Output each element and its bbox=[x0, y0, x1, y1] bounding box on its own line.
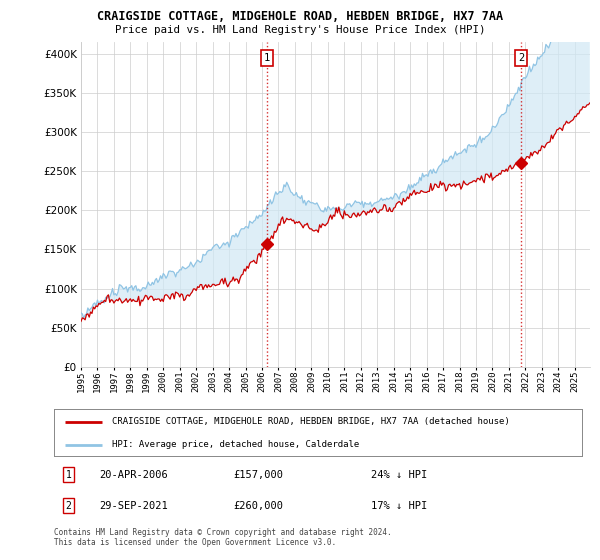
Text: HPI: Average price, detached house, Calderdale: HPI: Average price, detached house, Cald… bbox=[112, 440, 359, 449]
Text: 20-APR-2006: 20-APR-2006 bbox=[99, 470, 167, 480]
Text: 24% ↓ HPI: 24% ↓ HPI bbox=[371, 470, 427, 480]
Text: CRAIGSIDE COTTAGE, MIDGEHOLE ROAD, HEBDEN BRIDGE, HX7 7AA (detached house): CRAIGSIDE COTTAGE, MIDGEHOLE ROAD, HEBDE… bbox=[112, 417, 510, 426]
Text: 1: 1 bbox=[263, 53, 270, 63]
Text: £260,000: £260,000 bbox=[233, 501, 284, 511]
Text: Contains HM Land Registry data © Crown copyright and database right 2024.
This d: Contains HM Land Registry data © Crown c… bbox=[54, 528, 392, 547]
Text: 17% ↓ HPI: 17% ↓ HPI bbox=[371, 501, 427, 511]
Text: 1: 1 bbox=[65, 470, 71, 480]
Text: £157,000: £157,000 bbox=[233, 470, 284, 480]
Text: Price paid vs. HM Land Registry's House Price Index (HPI): Price paid vs. HM Land Registry's House … bbox=[115, 25, 485, 35]
Text: 29-SEP-2021: 29-SEP-2021 bbox=[99, 501, 167, 511]
Text: 2: 2 bbox=[65, 501, 71, 511]
Text: CRAIGSIDE COTTAGE, MIDGEHOLE ROAD, HEBDEN BRIDGE, HX7 7AA: CRAIGSIDE COTTAGE, MIDGEHOLE ROAD, HEBDE… bbox=[97, 10, 503, 23]
Text: 2: 2 bbox=[518, 53, 524, 63]
